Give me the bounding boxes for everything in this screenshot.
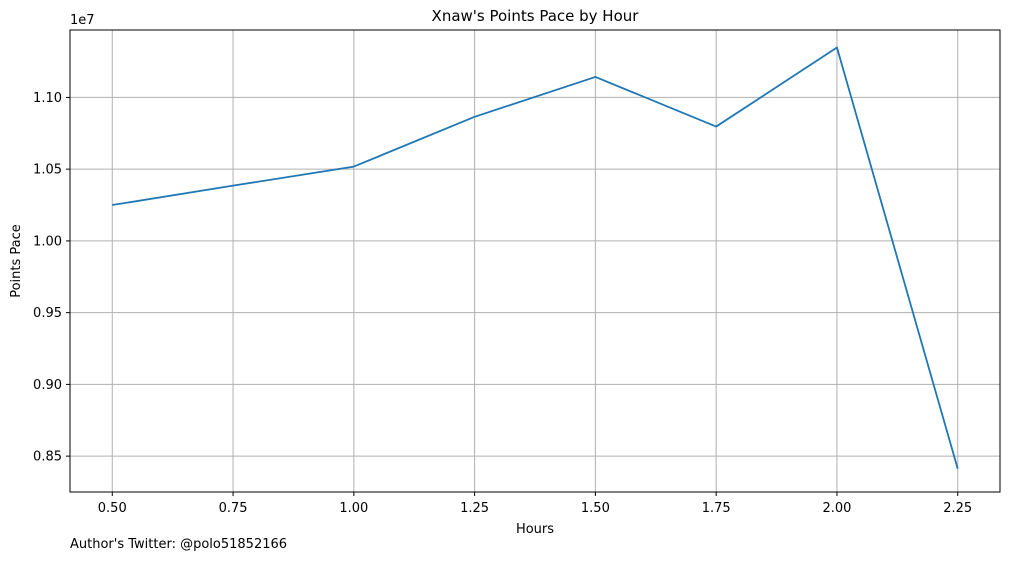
y-tick-label: 0.85 bbox=[33, 450, 62, 465]
author-credit: Author's Twitter: @polo51852166 bbox=[70, 537, 288, 552]
x-tick-label: 1.25 bbox=[460, 501, 489, 516]
plot-frame bbox=[69, 29, 1001, 493]
x-tick-label: 1.75 bbox=[702, 501, 731, 516]
x-axis: 0.50 0.75 1.00 1.25 1.50 1.75 2.00 2.25 bbox=[98, 492, 972, 516]
y-tick-label: 1.00 bbox=[33, 234, 62, 249]
x-tick-label: 1.00 bbox=[339, 501, 368, 516]
series-line bbox=[112, 46, 959, 470]
x-tick-label: 2.00 bbox=[822, 501, 851, 516]
x-tick-label: 1.50 bbox=[581, 501, 610, 516]
x-tick-label: 2.25 bbox=[943, 501, 972, 516]
y-tick-label: 1.05 bbox=[33, 163, 62, 178]
grid-lines bbox=[70, 30, 1000, 492]
chart-title: Xnaw's Points Pace by Hour bbox=[432, 7, 640, 25]
series-group bbox=[112, 46, 959, 470]
x-tick-label: 0.50 bbox=[98, 501, 127, 516]
y-axis: 0.85 0.90 0.95 1.00 1.05 1.10 bbox=[33, 91, 70, 465]
y-tick-label: 0.95 bbox=[33, 306, 62, 321]
y-tick-label: 1.10 bbox=[33, 91, 62, 106]
x-axis-label: Hours bbox=[516, 522, 554, 537]
y-axis-label: Points Pace bbox=[9, 224, 24, 298]
y-offset-label: 1e7 bbox=[70, 13, 95, 28]
y-tick-label: 0.90 bbox=[33, 378, 62, 393]
x-tick-label: 0.75 bbox=[219, 501, 248, 516]
